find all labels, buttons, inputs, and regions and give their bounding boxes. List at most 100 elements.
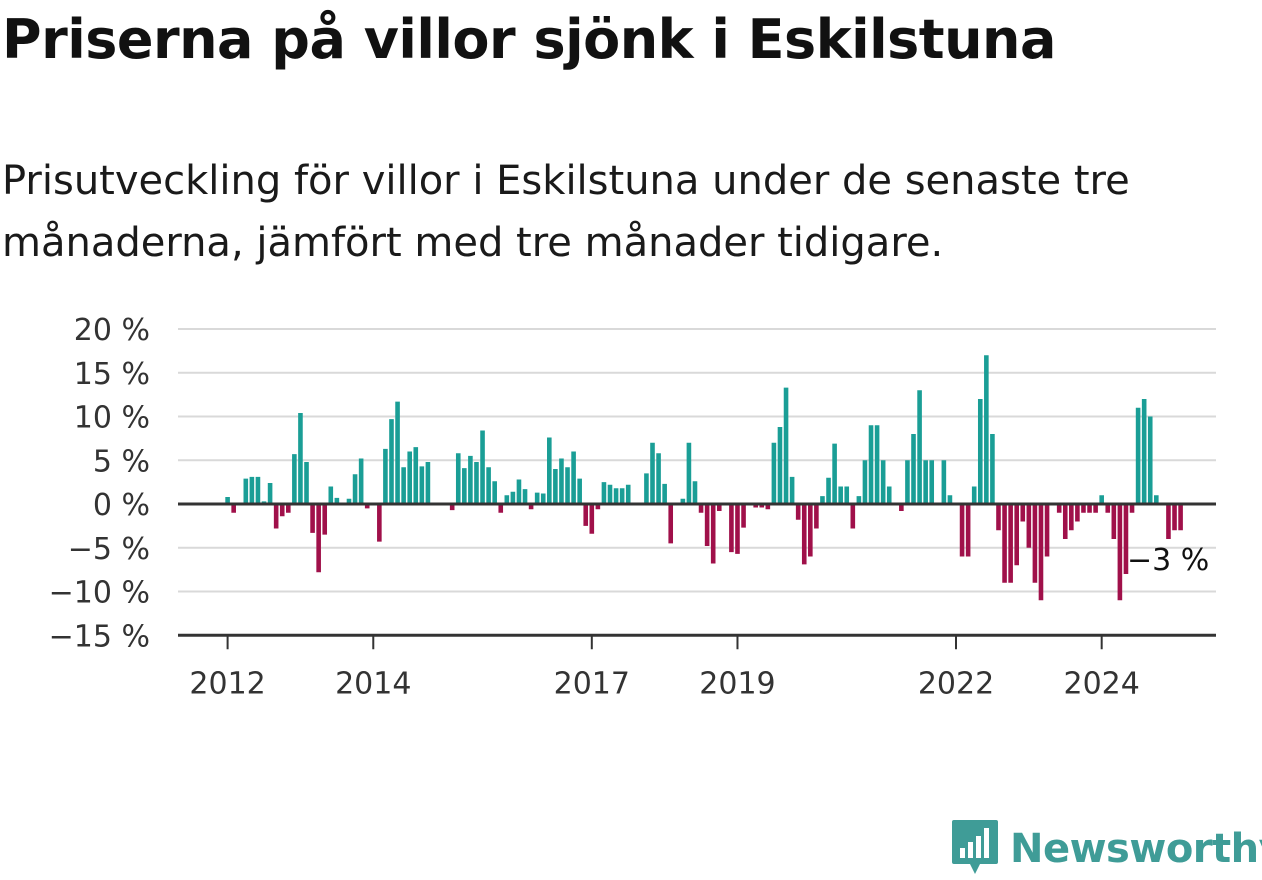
- bar: [777, 427, 783, 504]
- bar: [377, 504, 382, 542]
- bar: [1014, 504, 1019, 566]
- bar: [455, 453, 461, 504]
- bar: [480, 430, 485, 504]
- bar: [298, 413, 303, 504]
- bar: [1008, 504, 1013, 583]
- last-value-annotation: −3 %: [1127, 543, 1209, 578]
- bar: [716, 504, 722, 511]
- bar: [832, 443, 837, 505]
- bar: [808, 504, 813, 557]
- bar: [996, 504, 1001, 531]
- x-tick-label: 2019: [699, 666, 775, 701]
- bar: [698, 504, 704, 513]
- bar: [364, 504, 370, 509]
- bar: [795, 504, 801, 520]
- bar: [990, 434, 995, 504]
- bar: [1069, 504, 1074, 531]
- y-tick-label: −10 %: [49, 576, 150, 611]
- bar: [316, 504, 321, 573]
- bar: [510, 491, 516, 504]
- bar: [1038, 504, 1044, 601]
- brand-name: Newsworthy: [1010, 826, 1262, 872]
- bar: [941, 460, 947, 504]
- bar: [625, 484, 631, 504]
- bar: [820, 496, 825, 505]
- bar: [389, 419, 394, 505]
- bar: [668, 504, 674, 544]
- bar: [765, 504, 771, 510]
- bar: [328, 486, 334, 504]
- y-axis-ticks: 20 % 15 % 10 % 5 % 0 % −5 % −10 % −15 %: [49, 313, 150, 654]
- bar: [522, 489, 528, 505]
- bar: [619, 488, 625, 504]
- bar: [540, 493, 546, 504]
- bar: [874, 425, 880, 504]
- bar: [959, 504, 965, 557]
- bar: [868, 425, 874, 504]
- bars: [225, 355, 1183, 601]
- x-tick-label: 2014: [335, 666, 411, 701]
- bar: [1087, 504, 1092, 513]
- x-tick-label: 2017: [554, 666, 630, 701]
- bar: [686, 442, 692, 504]
- bar: [965, 504, 971, 557]
- bar: [413, 447, 419, 505]
- bar: [850, 504, 856, 529]
- bar: [1135, 407, 1141, 504]
- bar: [856, 496, 862, 505]
- bar: [1075, 504, 1080, 522]
- bar: [826, 477, 831, 504]
- bar: [844, 486, 850, 504]
- newsworthy-brand: Newsworthy: [950, 818, 1262, 880]
- bar: [814, 504, 819, 529]
- bar: [243, 478, 249, 505]
- bar: [729, 504, 734, 553]
- bar: [1154, 495, 1159, 504]
- bar: [528, 504, 534, 510]
- y-tick-label: −15 %: [49, 619, 150, 654]
- bar: [553, 469, 558, 504]
- bar: [917, 390, 922, 504]
- bar: [401, 467, 406, 504]
- bar: [1026, 504, 1032, 548]
- bar: [971, 486, 977, 504]
- bar: [395, 401, 400, 505]
- chart-subtitle: Prisutveckling för villor i Eskilstuna u…: [2, 158, 1130, 266]
- bar: [710, 504, 716, 564]
- bar: [984, 355, 989, 504]
- y-tick-label: −5 %: [68, 532, 150, 567]
- bar: [346, 498, 352, 504]
- bar: [225, 497, 230, 504]
- bar: [680, 498, 686, 504]
- bar: [1105, 504, 1111, 513]
- bar: [1117, 504, 1123, 601]
- bar: [492, 481, 497, 504]
- bar: [1056, 504, 1062, 513]
- bar: [1166, 504, 1171, 539]
- bar: [504, 495, 510, 504]
- bar: [565, 467, 570, 504]
- bar: [644, 473, 649, 505]
- bar: [929, 460, 935, 504]
- x-tick-label: 2024: [1064, 666, 1140, 701]
- bar: [783, 387, 789, 505]
- bar: [310, 504, 315, 533]
- bar: [358, 458, 364, 504]
- bar: [650, 442, 655, 504]
- bar: [1093, 504, 1098, 513]
- bar: [662, 483, 667, 505]
- bar: [759, 504, 765, 508]
- bar: [1020, 504, 1026, 522]
- bar: [595, 504, 601, 510]
- bar: [583, 504, 589, 526]
- bar: [771, 442, 777, 504]
- x-axis-ticks: 2012 2014 2017 2019 2022 2024: [189, 635, 1140, 701]
- bar: [449, 504, 455, 511]
- bar: [1123, 504, 1129, 574]
- bar: [1081, 504, 1086, 513]
- bar: [267, 483, 273, 504]
- bar: [474, 462, 479, 504]
- y-tick-label: 15 %: [74, 357, 150, 392]
- bar: [255, 476, 261, 505]
- bar: [1002, 504, 1007, 583]
